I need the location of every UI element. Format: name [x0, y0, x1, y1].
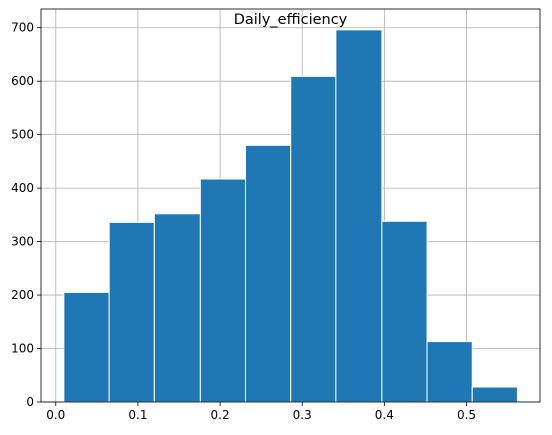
y-tick-label: 400	[11, 181, 34, 195]
histogram-bar	[381, 220, 428, 403]
axes-frame	[40, 8, 541, 403]
y-tick-label: 0	[26, 395, 34, 409]
histogram-bar	[471, 386, 518, 403]
histogram-bar	[108, 221, 155, 403]
y-tick-label: 700	[11, 21, 34, 35]
y-tick-label: 500	[11, 128, 34, 142]
histogram-bar	[290, 75, 337, 403]
y-tick-label: 200	[11, 288, 34, 302]
histogram-bar	[153, 213, 201, 403]
y-tick-label: 600	[11, 74, 34, 88]
x-tick-label: 0.0	[46, 408, 65, 422]
bars-layer	[63, 29, 518, 403]
histogram-bar	[426, 341, 473, 403]
histogram-bar	[199, 178, 247, 403]
chart-title: Daily_efficiency	[234, 12, 348, 28]
x-tick-label: 0.5	[457, 408, 476, 422]
x-tick-label: 0.1	[128, 408, 147, 422]
ticks-layer: 0.0 0.1 0.2 0.3 0.4 0.5 0 100 200 300 400 500 600 700	[11, 21, 476, 422]
x-tick-label: 0.2	[211, 408, 230, 422]
histogram-bar	[245, 144, 292, 403]
histogram-bar	[335, 29, 383, 403]
x-tick-label: 0.4	[375, 408, 394, 422]
x-tick-label: 0.3	[293, 408, 312, 422]
histogram-bar	[63, 291, 110, 403]
y-tick-label: 100	[11, 342, 34, 356]
y-tick-label: 300	[11, 235, 34, 249]
